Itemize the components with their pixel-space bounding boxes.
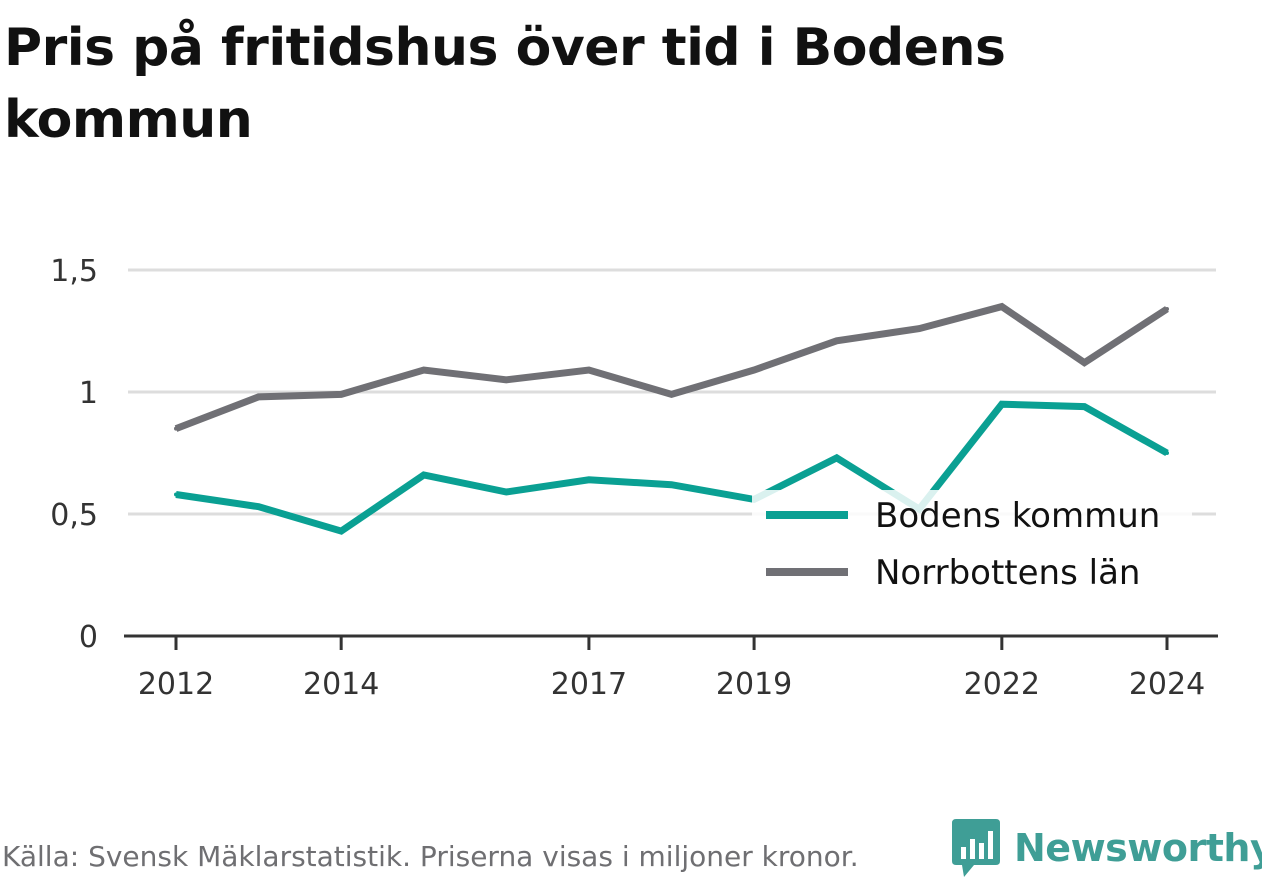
data-point <box>834 455 839 460</box>
data-point <box>339 392 344 397</box>
x-tick-label: 2019 <box>716 667 792 702</box>
legend-label: Norrbottens län <box>875 553 1140 593</box>
y-tick-label: 1 <box>79 376 98 411</box>
data-point <box>421 472 426 477</box>
data-point <box>586 368 591 373</box>
legend: Bodens kommun Norrbottens län <box>752 490 1192 610</box>
data-point <box>1082 360 1087 365</box>
data-point <box>174 492 178 497</box>
data-point <box>999 304 1004 309</box>
legend-label: Bodens kommun <box>875 496 1160 536</box>
x-tick-label: 2012 <box>138 667 214 702</box>
x-tick-label: 2017 <box>551 667 627 702</box>
legend-background <box>752 490 1192 610</box>
line-chart: 0 0,5 1 1,5 Bodens kommun Norrbottens län 20… <box>50 254 1218 702</box>
y-tick-label: 1,5 <box>50 254 98 289</box>
data-point <box>669 392 674 397</box>
data-point <box>174 426 178 431</box>
data-point <box>752 368 757 373</box>
data-point <box>1082 404 1087 409</box>
data-point <box>834 338 839 343</box>
y-tick-label: 0 <box>79 620 98 655</box>
data-point <box>1165 451 1169 455</box>
data-point <box>917 326 922 331</box>
x-tick-label: 2022 <box>964 667 1040 702</box>
source-note: Källa: Svensk Mäklarstatistik. Priserna … <box>2 840 859 873</box>
brand-logo[interactable]: Newsworthy <box>950 816 1262 880</box>
data-point <box>1165 307 1169 312</box>
chart-title: Pris på fritidshus över tid i Bodens kom… <box>4 18 1006 150</box>
y-axis-tick-labels: 0 0,5 1 1,5 <box>50 254 98 655</box>
data-point <box>504 490 509 495</box>
data-point <box>256 394 261 399</box>
data-point <box>339 529 344 534</box>
data-point <box>421 368 426 373</box>
x-tick-label: 2024 <box>1129 667 1205 702</box>
x-tick-label: 2014 <box>303 667 379 702</box>
series-line-1 <box>174 302 1169 432</box>
data-point <box>999 402 1004 407</box>
x-axis: 2012 2014 2017 2019 2022 2024 <box>124 634 1218 702</box>
newsworthy-logo-icon <box>952 819 1000 877</box>
data-point <box>586 477 591 482</box>
data-point <box>256 504 261 509</box>
data-series <box>174 302 1169 535</box>
y-tick-label: 0,5 <box>50 498 98 533</box>
data-point <box>504 377 509 382</box>
data-point <box>669 482 674 487</box>
brand-name: Newsworthy <box>1014 826 1262 870</box>
